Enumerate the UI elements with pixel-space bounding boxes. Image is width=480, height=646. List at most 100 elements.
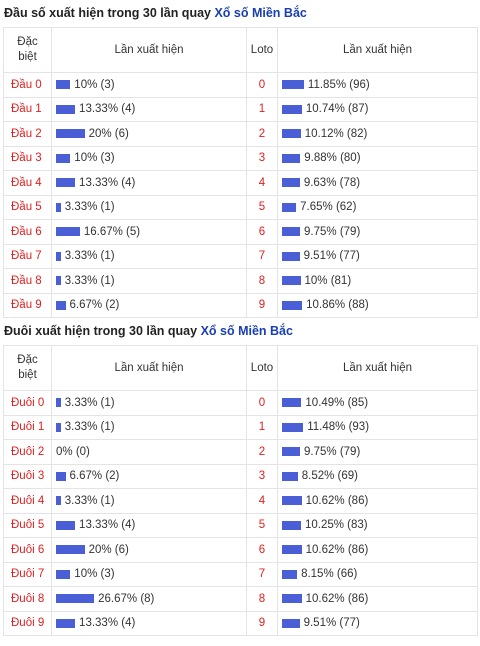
table-header-row: Đặc biệt Lần xuất hiện Loto Lần xuất hiện — [3, 27, 478, 73]
loto-digit: 1 — [246, 414, 278, 440]
table-row: Đầu 4 13.33% (4) 4 9.63% (78) — [3, 170, 478, 196]
special-count-text: 13.33% (4) — [79, 519, 136, 532]
special-count-cell: 13.33% (4) — [51, 512, 247, 538]
lottery-link[interactable]: Xổ số Miền Bắc — [214, 6, 307, 20]
special-count-text: 13.33% (4) — [79, 103, 136, 116]
loto-count-cell: 10.86% (88) — [277, 292, 478, 318]
special-count-text: 16.67% (5) — [83, 225, 141, 238]
special-frequency-bar — [56, 569, 71, 579]
loto-count-cell: 10.62% (86) — [277, 586, 478, 612]
loto-count-cell: 9.88% (80) — [277, 145, 478, 171]
row-label: Đuôi 1 — [3, 414, 52, 440]
loto-digit: 8 — [246, 268, 278, 294]
loto-frequency-bar — [282, 422, 304, 432]
loto-count-cell: 10.62% (86) — [277, 488, 478, 514]
loto-frequency-bar — [282, 129, 301, 139]
row-label: Đầu 5 — [3, 194, 52, 220]
loto-count-text: 10.86% (88) — [306, 299, 369, 312]
loto-count-cell: 9.63% (78) — [277, 170, 478, 196]
section-title-text: Đầu số xuất hiện trong 30 lần quay — [4, 6, 211, 20]
special-count-cell: 13.33% (4) — [51, 610, 247, 636]
table-row: Đầu 9 6.67% (2) 9 10.86% (88) — [3, 292, 478, 318]
table-row: Đuôi 1 3.33% (1) 1 11.48% (93) — [3, 414, 478, 440]
header-loto-count: Lần xuất hiện — [277, 27, 478, 73]
loto-digit: 0 — [246, 390, 278, 416]
loto-frequency-bar — [282, 202, 297, 212]
special-count-cell: 3.33% (1) — [51, 243, 247, 269]
loto-digit: 5 — [246, 512, 278, 538]
special-count-text: 3.33% (1) — [64, 274, 115, 287]
table-row: Đuôi 4 3.33% (1) 4 10.62% (86) — [3, 488, 478, 514]
table-row: Đuôi 6 20% (6) 6 10.62% (86) — [3, 537, 478, 563]
special-count-text: 20% (6) — [88, 127, 129, 140]
special-frequency-bar — [56, 251, 61, 261]
loto-count-text: 9.88% (80) — [304, 152, 361, 165]
row-label: Đầu 8 — [3, 268, 52, 294]
table-row: Đầu 5 3.33% (1) 5 7.65% (62) — [3, 194, 478, 220]
row-label: Đuôi 6 — [3, 537, 52, 563]
loto-frequency-bar — [282, 545, 302, 555]
table-row: Đuôi 7 10% (3) 7 8.15% (66) — [3, 561, 478, 587]
table-row: Đuôi 8 26.67% (8) 8 10.62% (86) — [3, 586, 478, 612]
loto-digit: 4 — [246, 170, 278, 196]
table-row: Đuôi 3 6.67% (2) 3 8.52% (69) — [3, 463, 478, 489]
table-row: Đầu 0 10% (3) 0 11.85% (96) — [3, 72, 478, 98]
special-frequency-bar — [56, 153, 71, 163]
loto-digit: 5 — [246, 194, 278, 220]
loto-frequency-bar — [282, 398, 302, 408]
special-count-cell: 3.33% (1) — [51, 390, 247, 416]
loto-count-cell: 8.15% (66) — [277, 561, 478, 587]
loto-frequency-bar — [282, 447, 301, 457]
loto-count-cell: 10.62% (86) — [277, 537, 478, 563]
loto-count-text: 9.75% (79) — [304, 225, 361, 238]
special-count-cell: 13.33% (4) — [51, 170, 247, 196]
loto-digit: 7 — [246, 561, 278, 587]
loto-count-text: 7.65% (62) — [300, 201, 357, 214]
loto-frequency-bar — [282, 104, 302, 114]
special-count-text: 26.67% (8) — [98, 592, 155, 605]
special-count-cell: 10% (3) — [51, 72, 247, 98]
loto-count-text: 10.25% (83) — [304, 519, 368, 532]
special-count-text: 3.33% (1) — [64, 250, 115, 263]
loto-frequency-bar — [282, 496, 302, 506]
loto-count-text: 9.51% (77) — [303, 617, 360, 630]
special-frequency-bar — [56, 129, 85, 139]
special-count-cell: 10% (3) — [51, 145, 247, 171]
special-frequency-bar — [56, 276, 61, 286]
loto-count-cell: 10.25% (83) — [277, 512, 478, 538]
header-special-line2: biệt — [18, 369, 37, 381]
special-count-text: 13.33% (4) — [79, 176, 136, 189]
special-count-cell: 26.67% (8) — [51, 586, 247, 612]
row-label: Đuôi 5 — [3, 512, 52, 538]
loto-count-cell: 10% (81) — [277, 268, 478, 294]
row-label: Đầu 6 — [3, 219, 52, 245]
special-count-cell: 0% (0) — [51, 439, 247, 465]
loto-digit: 9 — [246, 610, 278, 636]
special-count-text: 3.33% (1) — [64, 201, 115, 214]
special-count-cell: 6.67% (2) — [51, 463, 247, 489]
special-frequency-bar — [56, 422, 61, 432]
loto-frequency-bar — [282, 520, 301, 530]
header-count: Lần xuất hiện — [51, 27, 247, 73]
loto-frequency-bar — [282, 471, 298, 481]
table-row: Đuôi 0 3.33% (1) 0 10.49% (85) — [3, 390, 478, 416]
loto-digit: 2 — [246, 439, 278, 465]
loto-count-text: 11.85% (96) — [307, 78, 370, 91]
row-label: Đuôi 9 — [3, 610, 52, 636]
special-count-text: 10% (3) — [74, 152, 115, 165]
special-frequency-bar — [56, 398, 61, 408]
loto-count-text: 10.74% (87) — [305, 103, 369, 116]
loto-count-cell: 8.52% (69) — [277, 463, 478, 489]
section-title-text: Đuôi xuất hiện trong 30 lần quay — [4, 324, 198, 338]
loto-digit: 9 — [246, 292, 278, 318]
special-frequency-bar — [56, 104, 76, 114]
lottery-link[interactable]: Xổ số Miền Bắc — [200, 324, 293, 338]
row-label: Đuôi 7 — [3, 561, 52, 587]
special-frequency-bar — [56, 80, 71, 90]
special-count-cell: 3.33% (1) — [51, 488, 247, 514]
special-count-text: 6.67% (2) — [69, 299, 120, 312]
loto-count-text: 10% (81) — [304, 274, 352, 287]
stats-section: Đầu số xuất hiện trong 30 lần quay Xổ số… — [0, 0, 480, 318]
loto-count-cell: 9.75% (79) — [277, 439, 478, 465]
loto-frequency-bar — [282, 227, 301, 237]
